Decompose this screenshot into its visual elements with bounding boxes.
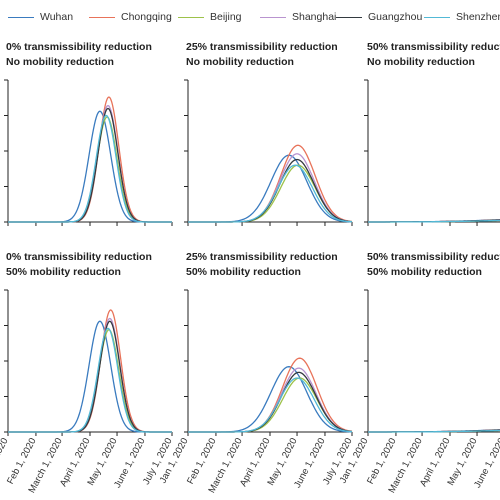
panel-title-line1: 25% transmissibility reduction <box>186 41 338 53</box>
legend-item-wuhan: Wuhan <box>8 10 73 24</box>
legend-swatch-wuhan <box>8 16 34 18</box>
legend-item-guangzhou: Guangzhou <box>336 10 422 24</box>
series-line-shenzhen <box>368 429 500 433</box>
chart-panel <box>364 79 500 226</box>
series-line-shenzhen <box>188 377 353 433</box>
legend-label: Beijing <box>210 11 242 23</box>
panel-title-top-left: 0% transmissibility reduction No mobilit… <box>6 40 152 70</box>
panel-title-top-right: 50% transmissibility reduction No mobili… <box>367 40 500 70</box>
chart-panel <box>4 79 173 226</box>
series-line-shenzhen <box>188 164 353 223</box>
series-line-beijing <box>8 116 172 223</box>
series-line-beijing <box>188 377 353 433</box>
chart-panel <box>184 79 353 226</box>
series-line-guangzhou <box>8 320 172 433</box>
series-line-chongqing <box>8 96 172 223</box>
legend-swatch-shanghai <box>260 16 286 18</box>
series-line-guangzhou <box>8 107 172 223</box>
legend-swatch-shenzhen <box>424 16 450 18</box>
legend-label: Shanghai <box>292 11 337 23</box>
legend-label: Wuhan <box>40 11 74 23</box>
legend-item-shanghai: Shanghai <box>260 10 336 24</box>
series-line-shenzhen <box>8 327 172 433</box>
legend-item-shenzhen: Shenzhen <box>424 10 500 24</box>
panel-title-line2: 50% mobility reduction <box>6 266 121 278</box>
panel-title-line1: 50% transmissibility reduction <box>367 251 500 263</box>
series-line-shanghai <box>188 367 353 433</box>
series-line-shenzhen <box>8 114 172 223</box>
legend-label: Guangzhou <box>368 11 423 23</box>
chart-legend: Wuhan Chongqing Beijing Shanghai Guangzh… <box>0 0 500 34</box>
legend-swatch-guangzhou <box>336 16 362 18</box>
panel-title-line1: 0% transmissibility reduction <box>6 41 152 53</box>
panel-title-line2: No mobility reduction <box>367 56 475 68</box>
panel-title-line2: 50% mobility reduction <box>186 266 301 278</box>
legend-item-beijing: Beijing <box>178 10 242 24</box>
panel-title-bottom-middle: 25% transmissibility reduction 50% mobil… <box>186 250 338 280</box>
legend-label: Shenzhen <box>456 11 500 23</box>
series-line-shenzhen <box>368 219 500 223</box>
panel-title-line1: 50% transmissibility reduction <box>367 41 500 53</box>
series-line-wuhan <box>188 366 353 433</box>
legend-item-chongqing: Chongqing <box>89 10 172 24</box>
panel-title-line2: No mobility reduction <box>186 56 294 68</box>
legend-label: Chongqing <box>121 11 172 23</box>
panel-title-line2: No mobility reduction <box>6 56 114 68</box>
panel-title-line2: 50% mobility reduction <box>367 266 482 278</box>
panel-title-bottom-right: 50% transmissibility reduction 50% mobil… <box>367 250 500 280</box>
series-line-guangzhou <box>188 371 353 433</box>
legend-swatch-beijing <box>178 16 204 18</box>
series-line-beijing <box>188 164 353 223</box>
legend-swatch-chongqing <box>89 16 115 18</box>
panel-title-line1: 0% transmissibility reduction <box>6 251 152 263</box>
panel-title-line1: 25% transmissibility reduction <box>186 251 338 263</box>
panel-title-bottom-left: 0% transmissibility reduction 50% mobili… <box>6 250 152 280</box>
series-line-shanghai <box>8 104 172 223</box>
series-line-wuhan <box>8 110 172 223</box>
panel-title-top-middle: 25% transmissibility reduction No mobili… <box>186 40 338 70</box>
